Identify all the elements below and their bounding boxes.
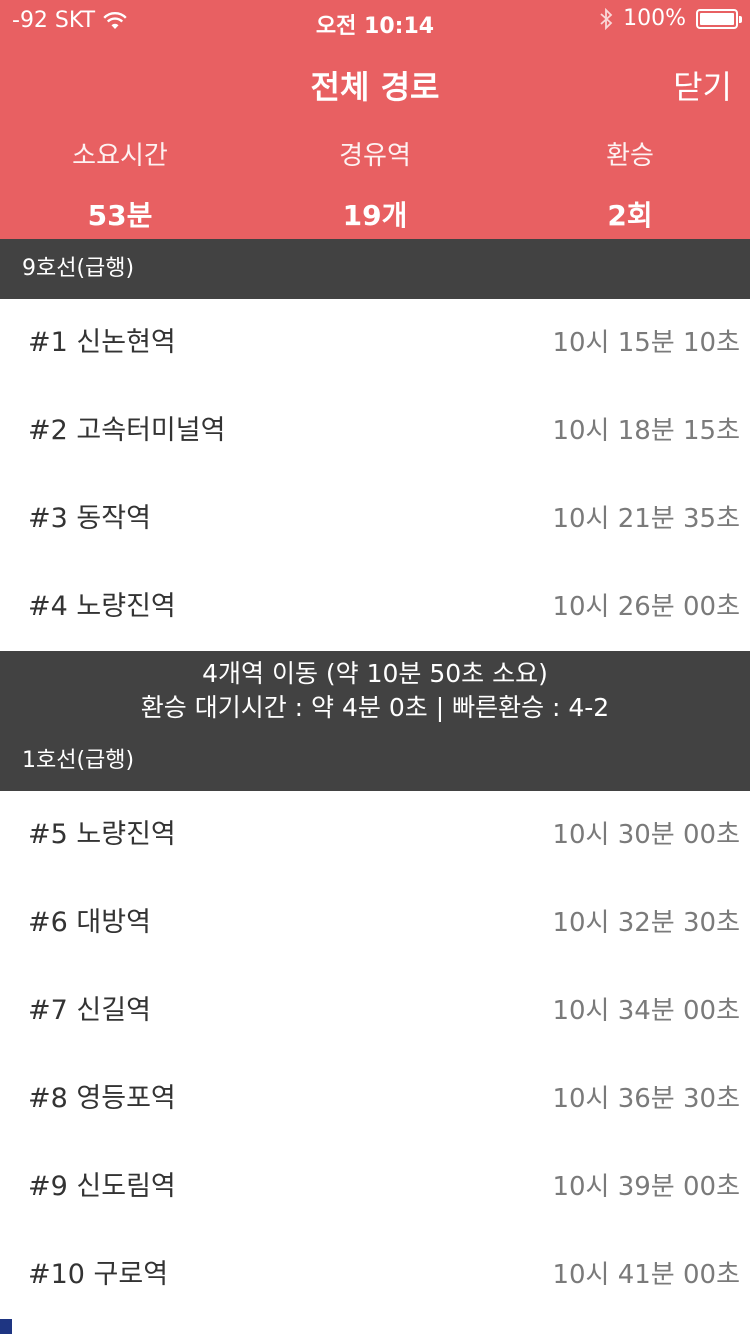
station-time: 10시 26분 00초 bbox=[552, 592, 740, 622]
wifi-icon bbox=[103, 11, 127, 30]
station-row[interactable]: #8 영등포역 10시 36분 30초 bbox=[0, 1055, 750, 1143]
line-header-9: 9호선(급행) bbox=[0, 239, 750, 299]
bluetooth-icon bbox=[599, 7, 613, 30]
station-name: #1 신논현역 bbox=[28, 327, 176, 358]
carrier-label: -92 SKT bbox=[12, 8, 96, 33]
station-row[interactable]: #3 동작역 10시 21분 35초 bbox=[0, 475, 750, 563]
station-name: #9 신도림역 bbox=[28, 1171, 176, 1202]
station-row[interactable]: #4 노량진역 10시 26분 00초 bbox=[0, 563, 750, 651]
clock: 오전 10:14 bbox=[315, 14, 435, 39]
station-name: #8 영등포역 bbox=[28, 1083, 176, 1114]
station-list-line-9: #1 신논현역 10시 15분 10초 #2 고속터미널역 10시 18분 15… bbox=[0, 299, 750, 651]
station-name: #2 고속터미널역 bbox=[28, 415, 226, 446]
summary-label: 환승 bbox=[606, 141, 654, 171]
summary-value: 53분 bbox=[87, 199, 153, 232]
battery-icon bbox=[696, 8, 742, 29]
summary-transfers: 환승 2회 bbox=[510, 138, 750, 238]
line-header-1: 1호선(급행) bbox=[0, 731, 750, 791]
station-row[interactable]: #6 대방역 10시 32분 30초 bbox=[0, 879, 750, 967]
station-time: 10시 41분 00초 bbox=[552, 1260, 740, 1290]
station-row[interactable]: #9 신도림역 10시 39분 00초 bbox=[0, 1143, 750, 1231]
station-list-line-1: #5 노량진역 10시 30분 00초 #6 대방역 10시 32분 30초 #… bbox=[0, 791, 750, 1334]
station-row[interactable]: #2 고속터미널역 10시 18분 15초 bbox=[0, 387, 750, 475]
summary-label: 경유역 bbox=[339, 141, 411, 171]
station-time: 10시 30분 00초 bbox=[552, 820, 740, 850]
transfer-info: 4개역 이동 (약 10분 50초 소요) 환승 대기시간 : 약 4분 0초 … bbox=[0, 651, 750, 731]
station-time: 10시 34분 00초 bbox=[552, 996, 740, 1026]
station-row[interactable]: #7 신길역 10시 34분 00초 bbox=[0, 967, 750, 1055]
station-time: 10시 18분 15초 bbox=[552, 416, 740, 446]
summary-duration: 소요시간 53분 bbox=[0, 138, 240, 238]
route-summary: 소요시간 53분 경유역 19개 환승 2회 bbox=[0, 138, 750, 238]
station-time: 10시 15분 10초 bbox=[552, 328, 740, 358]
transfer-summary: 4개역 이동 (약 10분 50초 소요) bbox=[202, 659, 548, 688]
station-row[interactable]: #1 신논현역 10시 15분 10초 bbox=[0, 299, 750, 387]
transfer-wait: 환승 대기시간 : 약 4분 0초 | 빠른환승 : 4-2 bbox=[140, 693, 610, 722]
header: -92 SKT 오전 10:14 100% bbox=[0, 0, 750, 239]
summary-stations: 경유역 19개 bbox=[240, 138, 510, 238]
battery-percent: 100% bbox=[623, 6, 686, 31]
station-row[interactable]: #10 구로역 10시 41분 00초 bbox=[0, 1231, 750, 1319]
station-name: #5 노량진역 bbox=[28, 819, 176, 850]
station-time: 10시 21분 35초 bbox=[552, 504, 740, 534]
summary-value: 19개 bbox=[342, 199, 408, 232]
summary-value: 2회 bbox=[607, 199, 653, 232]
station-time: 10시 36분 30초 bbox=[552, 1084, 740, 1114]
station-name: #10 구로역 bbox=[28, 1259, 169, 1290]
station-row[interactable]: #5 노량진역 10시 30분 00초 bbox=[0, 791, 750, 879]
station-time: 10시 32분 30초 bbox=[552, 908, 740, 938]
station-name: #3 동작역 bbox=[28, 503, 151, 534]
close-button[interactable]: 닫기 bbox=[673, 68, 732, 106]
status-bar: -92 SKT 오전 10:14 100% bbox=[0, 0, 750, 40]
summary-label: 소요시간 bbox=[72, 141, 168, 171]
page-title: 전체 경로 bbox=[310, 68, 440, 106]
station-name: #6 대방역 bbox=[28, 907, 151, 938]
station-name: #4 노량진역 bbox=[28, 591, 176, 622]
station-time: 10시 39분 00초 bbox=[552, 1172, 740, 1202]
station-name: #7 신길역 bbox=[28, 995, 151, 1026]
